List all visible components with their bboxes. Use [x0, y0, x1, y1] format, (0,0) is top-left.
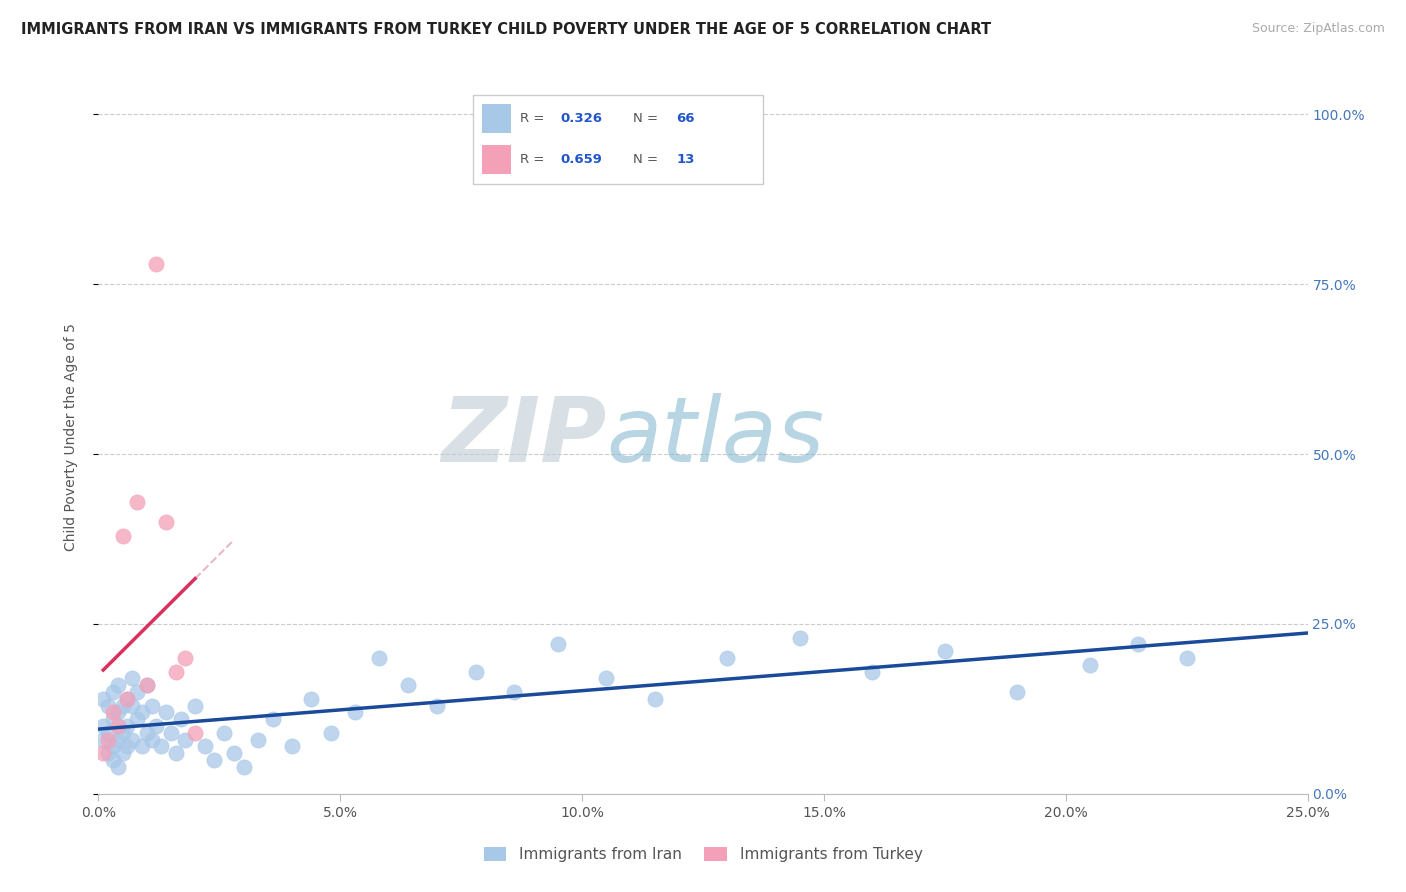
Point — [97, 698, 120, 713]
Point — [222, 746, 245, 760]
Point — [204, 753, 226, 767]
Point — [184, 725, 207, 739]
Text: atlas: atlas — [606, 393, 824, 481]
Text: IMMIGRANTS FROM IRAN VS IMMIGRANTS FROM TURKEY CHILD POVERTY UNDER THE AGE OF 5 : IMMIGRANTS FROM IRAN VS IMMIGRANTS FROM … — [21, 22, 991, 37]
Point — [644, 691, 666, 706]
Point — [117, 691, 139, 706]
Point — [97, 725, 120, 739]
Point — [121, 698, 143, 713]
Point — [464, 665, 486, 679]
Point — [247, 732, 270, 747]
Point — [101, 712, 124, 726]
Point — [135, 678, 157, 692]
Point — [155, 515, 177, 529]
Point — [1078, 657, 1101, 672]
Legend: Immigrants from Iran, Immigrants from Turkey: Immigrants from Iran, Immigrants from Tu… — [478, 841, 928, 868]
Point — [426, 698, 449, 713]
Point — [117, 739, 139, 754]
Point — [97, 746, 120, 760]
Point — [121, 732, 143, 747]
Point — [396, 678, 419, 692]
Point — [934, 644, 956, 658]
Point — [101, 753, 124, 767]
Point — [716, 651, 738, 665]
Point — [789, 631, 811, 645]
Point — [160, 725, 183, 739]
Point — [368, 651, 391, 665]
Point — [145, 719, 167, 733]
Point — [281, 739, 304, 754]
Point — [503, 685, 526, 699]
Point — [135, 678, 157, 692]
Point — [107, 678, 129, 692]
Point — [547, 637, 569, 651]
Point — [1007, 685, 1029, 699]
Y-axis label: Child Poverty Under the Age of 5: Child Poverty Under the Age of 5 — [63, 323, 77, 551]
Point — [91, 732, 114, 747]
Point — [127, 712, 149, 726]
Point — [1175, 651, 1198, 665]
Point — [101, 706, 124, 720]
Point — [101, 739, 124, 754]
Point — [111, 698, 134, 713]
Point — [131, 706, 153, 720]
Point — [165, 665, 187, 679]
Point — [107, 706, 129, 720]
Point — [111, 528, 134, 542]
Point — [141, 732, 163, 747]
Point — [319, 725, 342, 739]
Point — [117, 719, 139, 733]
Point — [107, 732, 129, 747]
Point — [127, 685, 149, 699]
Point — [111, 746, 134, 760]
Point — [117, 691, 139, 706]
Point — [135, 725, 157, 739]
Text: Source: ZipAtlas.com: Source: ZipAtlas.com — [1251, 22, 1385, 36]
Point — [107, 760, 129, 774]
Point — [1128, 637, 1150, 651]
Point — [860, 665, 883, 679]
Point — [595, 671, 617, 685]
Point — [141, 698, 163, 713]
Point — [174, 732, 197, 747]
Point — [262, 712, 284, 726]
Point — [165, 746, 187, 760]
Point — [121, 671, 143, 685]
Point — [212, 725, 235, 739]
Point — [97, 732, 120, 747]
Point — [91, 691, 114, 706]
Point — [343, 706, 366, 720]
Text: ZIP: ZIP — [441, 393, 606, 481]
Point — [101, 685, 124, 699]
Point — [145, 257, 167, 271]
Point — [131, 739, 153, 754]
Point — [155, 706, 177, 720]
Point — [91, 719, 114, 733]
Point — [184, 698, 207, 713]
Point — [174, 651, 197, 665]
Point — [232, 760, 254, 774]
Point — [127, 494, 149, 508]
Point — [91, 746, 114, 760]
Point — [169, 712, 191, 726]
Point — [150, 739, 173, 754]
Point — [299, 691, 322, 706]
Point — [194, 739, 217, 754]
Point — [111, 725, 134, 739]
Point — [107, 719, 129, 733]
